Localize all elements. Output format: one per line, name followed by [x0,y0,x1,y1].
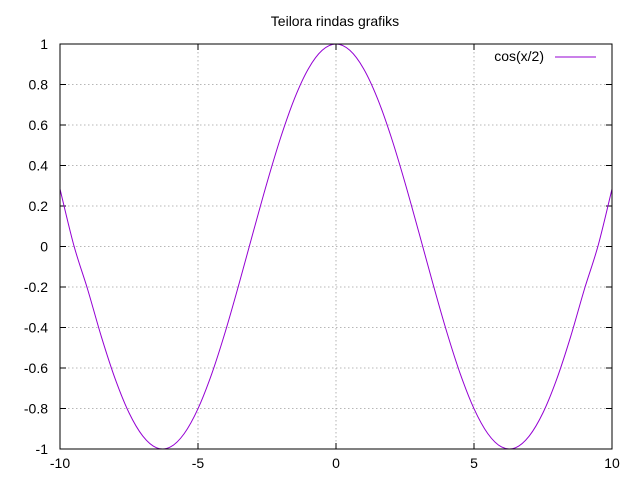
grid-lines [59,43,613,450]
y-tick-label: -0.2 [24,279,48,295]
axis-ticks: -10 -5 0 5 10 -1 -0.8 -0.6 -0.4 -0.2 0 0.2 0.4 0.6 0.8… [24,36,620,471]
plot-frame [59,43,613,450]
x-tick-label: -5 [192,455,205,471]
y-tick-label: -0.6 [24,360,48,376]
y-tick-label: -0.4 [24,320,48,336]
y-tick-label: -0.8 [24,401,48,417]
x-tick-label: 0 [332,455,340,471]
legend: cos(x/2) [494,48,596,64]
y-tick-label: 0.4 [29,158,49,174]
x-tick-label: 5 [470,455,478,471]
x-tick-label: -10 [50,455,70,471]
y-tick-label: 0.2 [29,198,49,214]
x-tick-label: 10 [604,455,620,471]
y-tick-label: 1 [40,36,48,52]
y-tick-label: 0.8 [29,77,49,93]
y-tick-label: 0.6 [29,117,49,133]
y-tick-label: -1 [36,441,49,457]
legend-label: cos(x/2) [494,48,544,64]
chart-title: Teilora rindas grafiks [271,13,399,29]
y-tick-label: 0 [40,239,48,255]
